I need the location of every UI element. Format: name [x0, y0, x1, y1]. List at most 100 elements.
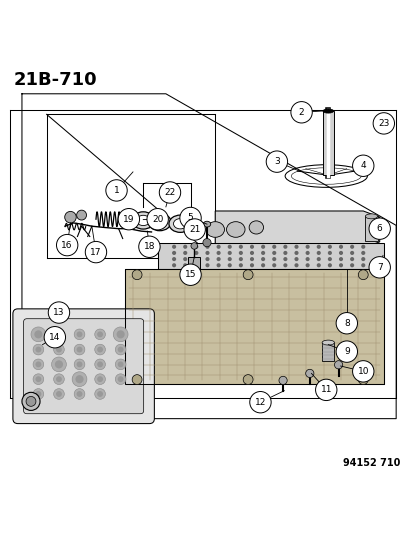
Circle shape	[132, 270, 142, 280]
FancyBboxPatch shape	[124, 269, 383, 384]
Text: 12: 12	[254, 398, 266, 407]
Circle shape	[172, 263, 176, 268]
Circle shape	[95, 329, 105, 340]
Circle shape	[26, 397, 36, 406]
Circle shape	[316, 245, 320, 249]
Text: 3: 3	[273, 157, 279, 166]
Ellipse shape	[169, 215, 191, 232]
Circle shape	[271, 245, 275, 249]
Circle shape	[227, 257, 231, 261]
Text: 7: 7	[376, 263, 382, 272]
Circle shape	[33, 359, 44, 370]
Circle shape	[115, 374, 126, 384]
Circle shape	[36, 346, 41, 352]
Circle shape	[113, 327, 128, 342]
FancyBboxPatch shape	[13, 309, 154, 424]
Circle shape	[56, 332, 62, 337]
Bar	[364, 216, 377, 241]
Circle shape	[36, 376, 41, 382]
Circle shape	[118, 208, 139, 230]
Text: 14: 14	[49, 333, 60, 342]
Circle shape	[172, 245, 176, 249]
Ellipse shape	[249, 221, 263, 234]
Circle shape	[368, 218, 389, 239]
Circle shape	[338, 257, 342, 261]
Circle shape	[305, 369, 313, 377]
Text: 19: 19	[123, 215, 134, 224]
Circle shape	[117, 361, 123, 367]
Circle shape	[85, 241, 107, 263]
Circle shape	[56, 376, 62, 382]
Circle shape	[64, 212, 76, 223]
Circle shape	[115, 359, 126, 370]
Circle shape	[76, 391, 82, 397]
Circle shape	[54, 374, 64, 384]
Text: 10: 10	[357, 367, 368, 376]
Circle shape	[194, 257, 198, 261]
Circle shape	[338, 263, 342, 268]
Circle shape	[360, 257, 364, 261]
Text: 22: 22	[164, 188, 175, 197]
Circle shape	[22, 392, 40, 410]
Circle shape	[349, 251, 354, 255]
Bar	[124, 269, 383, 384]
Circle shape	[183, 263, 187, 268]
Circle shape	[33, 389, 44, 399]
Circle shape	[95, 344, 105, 355]
Ellipse shape	[148, 213, 171, 231]
Circle shape	[97, 361, 103, 367]
Circle shape	[117, 346, 123, 352]
Circle shape	[74, 344, 85, 355]
Circle shape	[294, 257, 298, 261]
Circle shape	[358, 375, 367, 384]
Circle shape	[183, 257, 187, 261]
Circle shape	[97, 332, 103, 337]
Polygon shape	[215, 211, 379, 248]
Text: 15: 15	[184, 270, 196, 279]
Text: 21B-710: 21B-710	[14, 71, 97, 89]
Text: 21: 21	[188, 225, 200, 234]
Text: 16: 16	[61, 240, 73, 249]
Circle shape	[138, 236, 160, 257]
FancyBboxPatch shape	[24, 319, 143, 414]
Circle shape	[190, 243, 197, 249]
Text: 4: 4	[360, 161, 365, 170]
Circle shape	[172, 251, 176, 255]
Circle shape	[76, 332, 82, 337]
Circle shape	[290, 102, 311, 123]
Circle shape	[360, 245, 364, 249]
Circle shape	[249, 245, 254, 249]
Circle shape	[74, 389, 85, 399]
Circle shape	[368, 256, 389, 278]
Bar	[157, 243, 383, 269]
Circle shape	[271, 257, 275, 261]
Circle shape	[31, 327, 46, 342]
Circle shape	[179, 264, 201, 285]
Circle shape	[261, 263, 265, 268]
Text: 5: 5	[187, 214, 193, 222]
Text: 20: 20	[152, 215, 163, 224]
Circle shape	[316, 257, 320, 261]
Circle shape	[115, 344, 126, 355]
Circle shape	[95, 374, 105, 384]
Circle shape	[76, 210, 86, 220]
Circle shape	[75, 375, 83, 383]
Circle shape	[338, 251, 342, 255]
Text: 1: 1	[114, 186, 119, 195]
Circle shape	[327, 263, 331, 268]
Circle shape	[194, 245, 198, 249]
Circle shape	[172, 257, 176, 261]
Circle shape	[97, 391, 103, 397]
Circle shape	[249, 263, 254, 268]
Circle shape	[261, 245, 265, 249]
Circle shape	[294, 263, 298, 268]
Circle shape	[76, 346, 82, 352]
Circle shape	[34, 330, 43, 338]
Ellipse shape	[152, 217, 166, 227]
Circle shape	[227, 263, 231, 268]
Circle shape	[349, 263, 354, 268]
Text: 8: 8	[343, 319, 349, 328]
Circle shape	[360, 251, 364, 255]
Circle shape	[227, 251, 231, 255]
Text: 11: 11	[320, 385, 331, 394]
